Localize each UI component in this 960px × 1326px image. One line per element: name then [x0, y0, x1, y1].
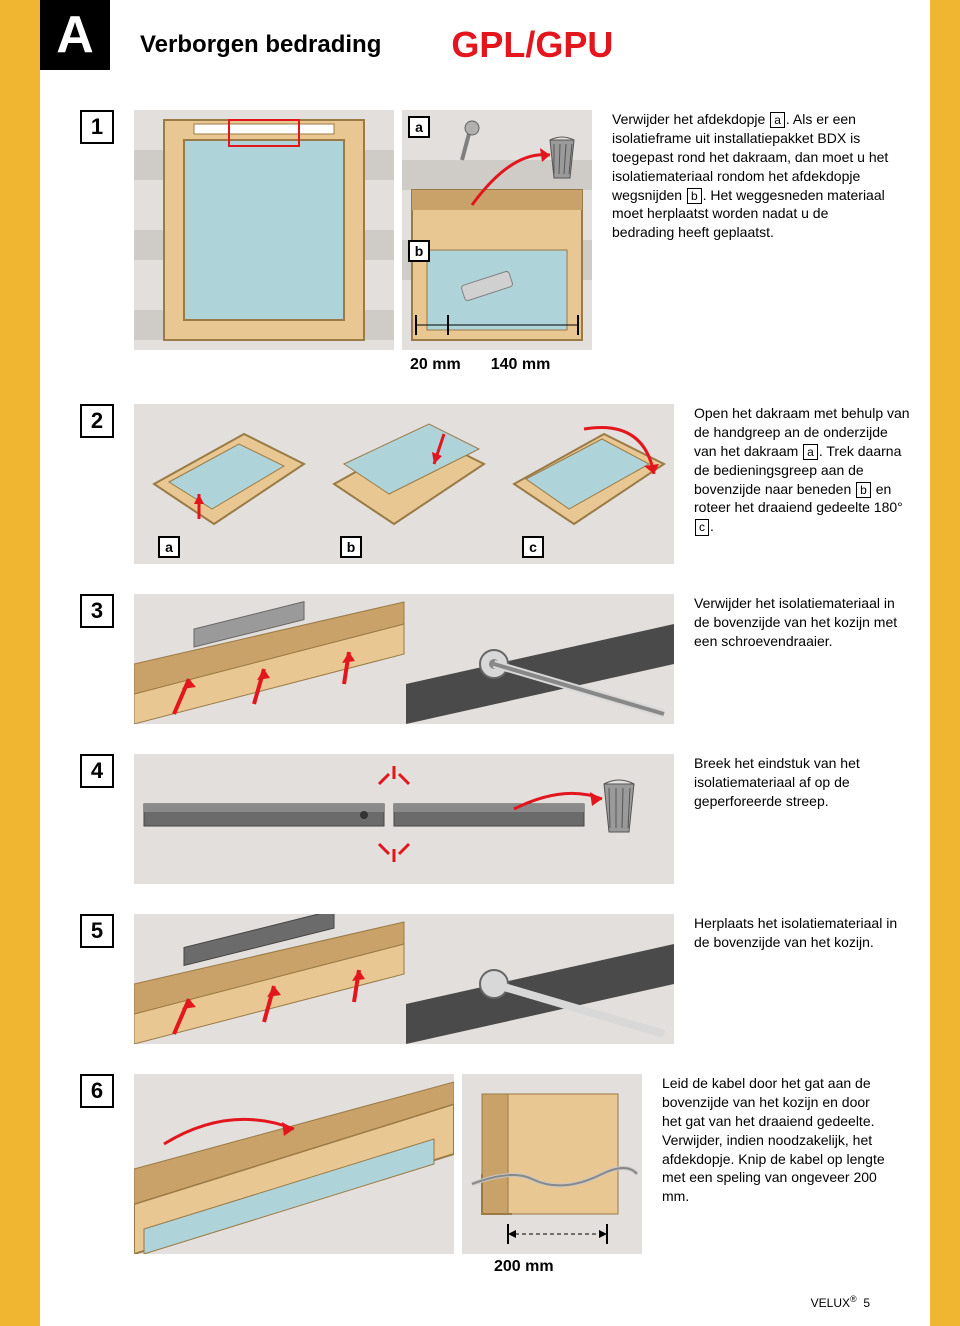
step-5: 5 Herplaats het isolatiem	[80, 914, 890, 1044]
dim-140mm: 140 mm	[491, 356, 551, 374]
step-4-text: Breek het eindstuk van het isolatiemater…	[694, 754, 914, 811]
footer-page: 5	[863, 1296, 870, 1310]
step-body: Verwijder het isolatiemateriaal in de bo…	[134, 594, 914, 724]
inline-ref-box: b	[856, 482, 871, 498]
inline-ref-box: a	[803, 444, 818, 460]
step-badge: 1	[80, 110, 114, 144]
step-5-text: Herplaats het isolatiemateriaal in de bo…	[694, 914, 914, 952]
dim-20mm: 20 mm	[410, 356, 461, 374]
illustration-4	[134, 754, 674, 884]
step-6-text: Leid de kabel door het gat aan de bovenz…	[662, 1074, 890, 1206]
step-badge: 3	[80, 594, 114, 628]
header-row: A Verborgen bedrading GPL/GPU	[80, 20, 890, 70]
illustration-6b	[462, 1074, 642, 1254]
footer: VELUX® 5	[811, 1294, 870, 1310]
section-badge: A	[40, 0, 110, 70]
step-1-text: Verwijder het afdekdopje a. Als er een i…	[612, 110, 890, 242]
sublabel-b: b	[408, 240, 430, 262]
step-badge: 2	[80, 404, 114, 438]
step-6: 6	[80, 1074, 890, 1276]
step-badge: 5	[80, 914, 114, 948]
page: A Verborgen bedrading GPL/GPU 1	[0, 0, 960, 1326]
section-title: Verborgen bedrading	[140, 31, 381, 59]
inline-ref-box: c	[695, 519, 709, 535]
sublabel-b: b	[340, 536, 362, 558]
step-badge: 4	[80, 754, 114, 788]
sublabel-a: a	[158, 536, 180, 558]
footer-brand: VELUX	[811, 1296, 850, 1310]
dim-200mm: 200 mm	[494, 1258, 642, 1276]
step-3: 3	[80, 594, 890, 724]
sublabel-c: c	[522, 536, 544, 558]
step-4: 4	[80, 754, 890, 884]
step1-illustrations: a b 20 mm 140 mm	[134, 110, 592, 374]
step-badge: 6	[80, 1074, 114, 1108]
illustration-5	[134, 914, 674, 1044]
step-3-text: Verwijder het isolatiemateriaal in de bo…	[694, 594, 914, 651]
inline-ref-box: b	[687, 188, 702, 204]
step-body: 200 mm Leid de kabel door het gat aan de…	[134, 1074, 890, 1276]
inline-ref-box: a	[770, 112, 785, 128]
illustration-1a	[134, 110, 394, 350]
step-1: 1	[80, 110, 890, 374]
step-body: Breek het eindstuk van het isolatiemater…	[134, 754, 914, 884]
illustration-6a	[134, 1074, 454, 1254]
illustration-3	[134, 594, 674, 724]
product-codes: GPL/GPU	[451, 24, 613, 66]
step-body: a b 20 mm 140 mm Verwijder het afdekdopj…	[134, 110, 890, 374]
dimension-row: 20 mm 140 mm	[134, 356, 592, 374]
step-2: 2	[80, 404, 890, 564]
step-2-text: Open het dakraam met behulp van de handg…	[694, 404, 914, 536]
illustration-1b: a b	[402, 110, 592, 350]
illustration-2: a b c	[134, 404, 674, 564]
sublabel-a: a	[408, 116, 430, 138]
step-body: a b c Open het dakraam met behulp van de…	[134, 404, 914, 564]
step-body: Herplaats het isolatiemateriaal in de bo…	[134, 914, 914, 1044]
